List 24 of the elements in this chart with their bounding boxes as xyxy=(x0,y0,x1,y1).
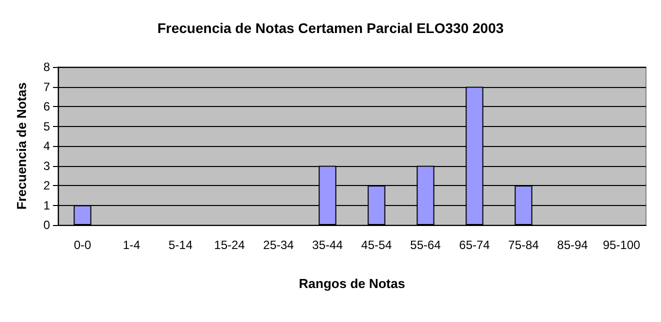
y-axis-title: Frecuencia de Notas xyxy=(14,82,29,210)
x-tick-label: 25-34 xyxy=(263,238,294,252)
x-tick-label: 15-24 xyxy=(214,238,246,252)
y-tick-label: 8 xyxy=(43,60,50,74)
y-tick-label: 2 xyxy=(43,178,50,192)
y-tick-label: 1 xyxy=(43,198,50,212)
y-tick-label: 6 xyxy=(43,100,50,114)
x-tick-label: 95-100 xyxy=(602,238,641,252)
x-tick-label: 1-4 xyxy=(122,238,140,252)
y-tick-label: 0 xyxy=(43,218,50,232)
y-tick-label: 4 xyxy=(43,139,50,153)
x-tick-label: 65-74 xyxy=(459,238,490,252)
x-tick-label: 0-0 xyxy=(74,238,92,252)
x-axis-title: Rangos de Notas xyxy=(298,276,406,291)
x-tick-label: 85-94 xyxy=(557,238,588,252)
x-tick-label: 45-54 xyxy=(361,238,392,252)
y-tick-label: 7 xyxy=(43,80,50,94)
x-tick-label: 35-44 xyxy=(312,238,344,252)
y-tick-label: 5 xyxy=(43,119,50,134)
x-tick-label: 75-84 xyxy=(508,238,540,252)
x-tick-label: 5-14 xyxy=(168,238,193,252)
chart-title: Frecuencia de Notas Certamen Parcial ELO330 2003 xyxy=(157,20,504,36)
y-tick-label: 3 xyxy=(43,158,50,173)
x-tick-label: 55-64 xyxy=(410,238,442,252)
